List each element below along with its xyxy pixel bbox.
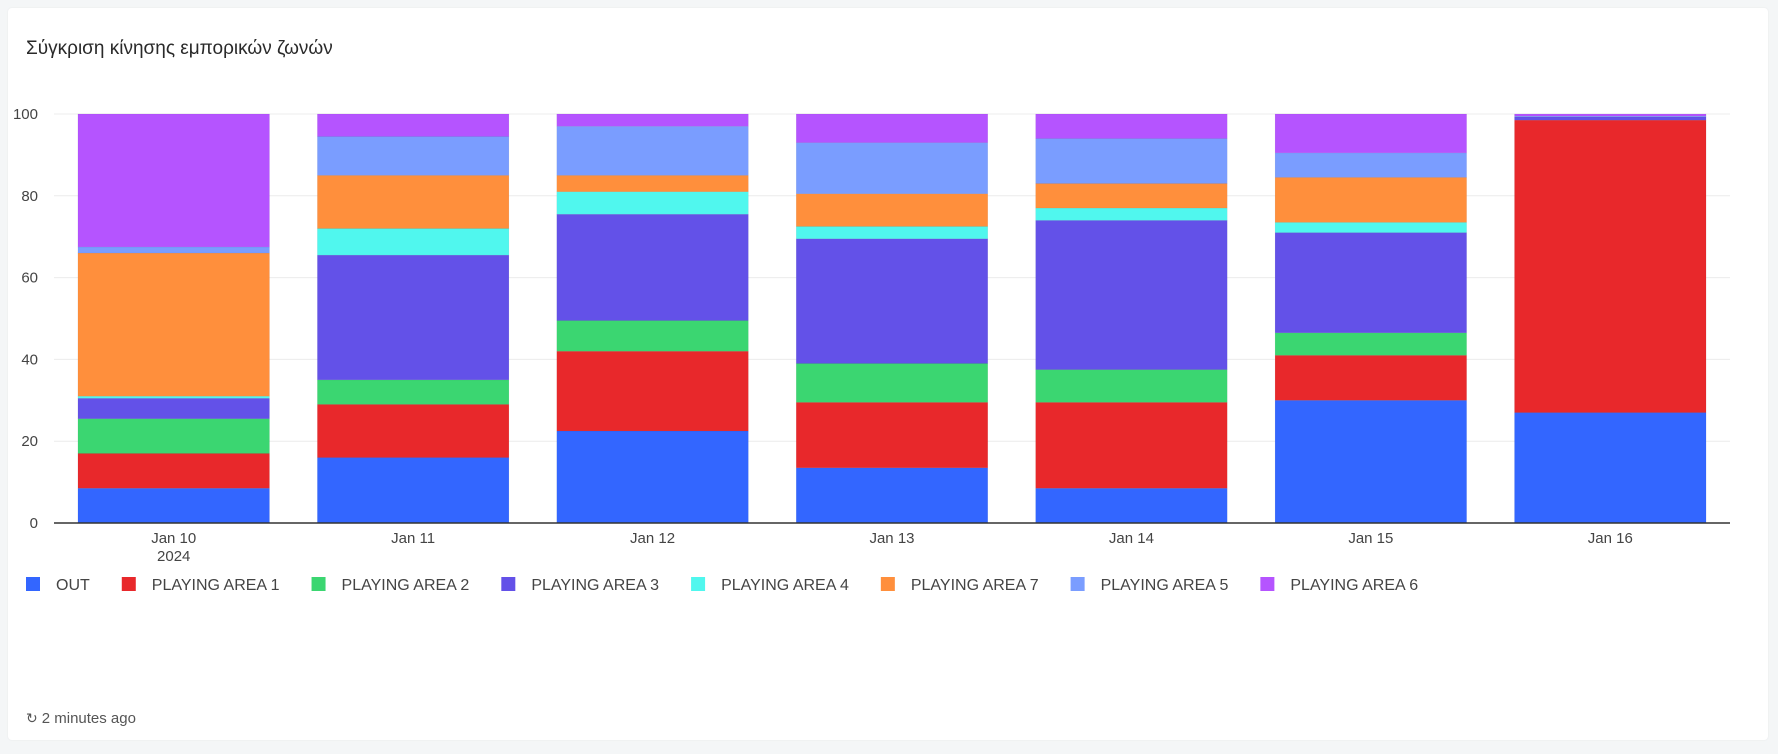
x-tick-label: Jan 11 xyxy=(391,530,435,547)
legend-swatch[interactable] xyxy=(311,577,326,591)
bar-segment[interactable] xyxy=(317,136,510,176)
bar-segment[interactable] xyxy=(795,226,989,239)
bar-segment[interactable] xyxy=(77,395,270,399)
bar-segment[interactable] xyxy=(1035,369,1228,403)
bar-segment[interactable] xyxy=(77,487,270,524)
bar-segment[interactable] xyxy=(1035,183,1228,209)
bar-segment[interactable] xyxy=(1514,113,1707,117)
legend-label[interactable]: PLAYING AREA 5 xyxy=(1101,577,1229,594)
bar-segment[interactable] xyxy=(556,175,749,192)
legend-label[interactable]: OUT xyxy=(56,577,90,594)
chart-card: Σύγκριση κίνησης εμπορικών ζωνών 0 20 40 60… xyxy=(8,8,1768,740)
bar-segment[interactable] xyxy=(317,254,510,381)
last-updated: ↻ 2 minutes ago xyxy=(26,710,136,727)
legend-swatch[interactable] xyxy=(1070,577,1085,591)
bar-segment[interactable] xyxy=(77,246,270,254)
x-tick-label: Jan 16 xyxy=(1588,530,1633,547)
bar-segment[interactable] xyxy=(795,193,989,227)
bar-segment[interactable] xyxy=(795,363,989,403)
bar-segment[interactable] xyxy=(1274,113,1467,154)
y-tick-label: 20 xyxy=(21,433,38,450)
bar-segment[interactable] xyxy=(556,213,749,321)
bar-segment[interactable] xyxy=(77,113,270,248)
bar-segment[interactable] xyxy=(1035,487,1228,524)
bar-segment[interactable] xyxy=(1274,400,1467,524)
bar-segment[interactable] xyxy=(1274,177,1467,223)
y-tick-label: 60 xyxy=(21,270,38,287)
bar-segment[interactable] xyxy=(317,228,510,256)
bar-segment[interactable] xyxy=(556,320,749,352)
bar-segment[interactable] xyxy=(1514,412,1707,524)
bar-segment[interactable] xyxy=(77,252,270,397)
y-tick-label: 80 xyxy=(21,188,38,205)
chart-title: Σύγκριση κίνησης εμπορικών ζωνών xyxy=(26,38,333,59)
x-tick-label: Jan 13 xyxy=(869,530,914,547)
y-tick-label: 0 xyxy=(30,515,38,532)
bar-segment[interactable] xyxy=(77,398,270,419)
x-tick-label: Jan 10 xyxy=(151,530,196,547)
bar-segment[interactable] xyxy=(1035,402,1228,489)
legend-swatch[interactable] xyxy=(691,577,706,591)
legend-label[interactable]: PLAYING AREA 3 xyxy=(531,577,659,594)
x-tick-label: Jan 12 xyxy=(630,530,675,547)
bar-segment[interactable] xyxy=(317,113,510,137)
legend-swatch[interactable] xyxy=(1260,577,1275,591)
bar-segment[interactable] xyxy=(795,402,989,469)
bar-segment[interactable] xyxy=(1274,222,1467,233)
x-tick-label: Jan 15 xyxy=(1348,530,1393,547)
bar-segment[interactable] xyxy=(317,404,510,458)
legend-label[interactable]: PLAYING AREA 4 xyxy=(721,577,849,594)
y-tick-label: 100 xyxy=(13,106,38,123)
bar-segment[interactable] xyxy=(1514,116,1707,121)
bar-segment[interactable] xyxy=(1035,138,1228,184)
bar-segment[interactable] xyxy=(795,113,989,143)
bar-segment[interactable] xyxy=(317,175,510,229)
bar-segment[interactable] xyxy=(556,191,749,215)
bar-segment[interactable] xyxy=(1514,119,1707,413)
bar-segment[interactable] xyxy=(1035,113,1228,139)
bar-segment[interactable] xyxy=(77,453,270,489)
legend-swatch[interactable] xyxy=(121,577,136,591)
bar-segment[interactable] xyxy=(795,142,989,195)
bar-segment[interactable] xyxy=(1274,152,1467,178)
legend-label[interactable]: PLAYING AREA 6 xyxy=(1290,577,1418,594)
last-updated-text: 2 minutes ago xyxy=(41,710,136,727)
bar-segment[interactable] xyxy=(1035,220,1228,370)
legend-swatch[interactable] xyxy=(501,577,516,591)
refresh-icon[interactable]: ↻ xyxy=(26,710,38,726)
legend-swatch[interactable] xyxy=(26,577,40,591)
bar-segment[interactable] xyxy=(556,430,749,524)
bar-segment[interactable] xyxy=(317,379,510,405)
bar-segment[interactable] xyxy=(1035,207,1228,221)
bar-segment[interactable] xyxy=(795,467,989,524)
bar-segment[interactable] xyxy=(1274,355,1467,401)
x-tick-sublabel: 2024 xyxy=(157,548,190,565)
bar-segment[interactable] xyxy=(556,126,749,176)
x-tick-label: Jan 14 xyxy=(1109,530,1154,547)
legend-label[interactable]: PLAYING AREA 7 xyxy=(911,577,1039,594)
legend-label[interactable]: PLAYING AREA 2 xyxy=(342,577,470,594)
legend-label[interactable]: PLAYING AREA 1 xyxy=(152,577,280,594)
bar-segment[interactable] xyxy=(1274,232,1467,334)
y-tick-label: 40 xyxy=(21,351,38,368)
bar-segment[interactable] xyxy=(77,418,270,454)
bar-segment[interactable] xyxy=(1274,332,1467,356)
bar-segment[interactable] xyxy=(556,113,749,127)
bar-segment[interactable] xyxy=(556,350,749,432)
legend-swatch[interactable] xyxy=(880,577,895,591)
bar-segment[interactable] xyxy=(317,457,510,524)
bar-segment[interactable] xyxy=(795,238,989,364)
